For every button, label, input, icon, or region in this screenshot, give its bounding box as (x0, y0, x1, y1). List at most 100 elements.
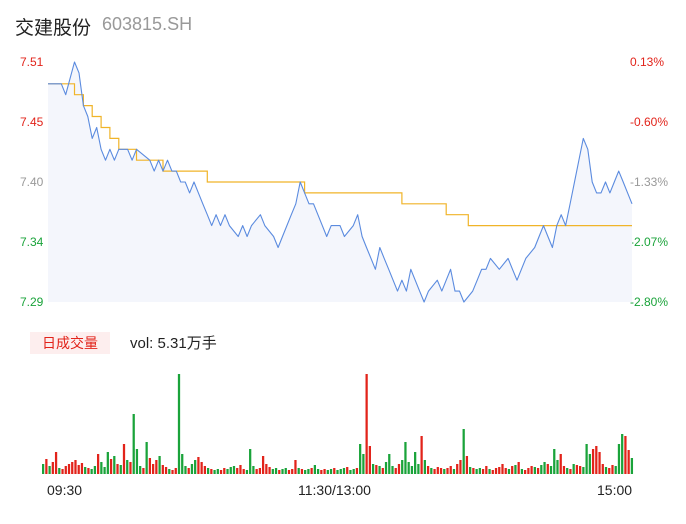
volume-bar (139, 466, 142, 474)
volume-bar (229, 467, 232, 474)
volume-bar (378, 466, 381, 474)
volume-bar (58, 468, 61, 474)
y-tick-left: 7.45 (20, 115, 44, 129)
volume-bar (135, 449, 139, 474)
volume-bar (274, 468, 278, 474)
volume-bar (213, 470, 216, 474)
volume-bar (426, 466, 430, 474)
volume-bar (113, 456, 116, 474)
volume-bar (307, 469, 310, 474)
volume-bar (96, 454, 100, 474)
volume-bar (436, 467, 439, 474)
volume-bar (316, 469, 320, 474)
volume-bar (197, 457, 200, 474)
volume-bar (481, 469, 485, 474)
volume-bar (452, 469, 456, 474)
volume-bar (45, 459, 48, 474)
volume-bar (236, 468, 239, 474)
volume-bar (300, 469, 304, 474)
volume-bar (472, 468, 475, 474)
volume-bar (553, 449, 556, 474)
volume-bar (74, 460, 77, 474)
volume-bar (611, 465, 614, 474)
volume-bar (155, 460, 158, 474)
volume-bar (362, 454, 365, 474)
volume-bar (161, 465, 164, 474)
volume-bar (507, 469, 511, 474)
volume-bar (326, 470, 329, 474)
volume-bar (621, 434, 624, 474)
volume-bar (579, 466, 582, 474)
volume-bar (410, 466, 414, 474)
volume-bar (297, 468, 300, 474)
volume-value: vol: 5.31万手 (130, 335, 217, 352)
volume-bar (203, 466, 207, 474)
volume-bar (417, 464, 420, 474)
volume-bar (540, 465, 543, 474)
volume-bar (258, 468, 261, 474)
volume-bar (109, 459, 113, 474)
volume-bar (194, 460, 197, 474)
volume-bar (368, 446, 371, 474)
volume-bar (61, 469, 64, 474)
volume-bar (601, 464, 604, 474)
volume-bar (630, 458, 634, 474)
y-tick-right: -2.07% (630, 235, 669, 249)
volume-bar (100, 462, 103, 474)
volume-bar (271, 469, 274, 474)
volume-bar (142, 468, 145, 474)
volume-bar (323, 469, 326, 474)
volume-bar (329, 469, 333, 474)
y-tick-right: -2.80% (630, 295, 669, 309)
volume-bar (456, 464, 459, 474)
stock-name: 交建股份 (15, 18, 92, 39)
volume-bar (491, 470, 494, 474)
volume-bar (242, 469, 245, 474)
volume-bar (320, 470, 323, 474)
volume-bar (304, 470, 307, 474)
volume-bar (346, 467, 349, 474)
volume-bar (462, 429, 465, 474)
volume-bar (556, 460, 559, 474)
volume-bar (245, 470, 249, 474)
volume-bar (48, 466, 51, 474)
price-line (48, 61, 633, 303)
x-tick-label: 15:00 (597, 482, 633, 498)
volume-bar (219, 470, 223, 474)
volume-bar (252, 466, 255, 474)
volume-bar (494, 468, 498, 474)
volume-bar (381, 468, 384, 474)
volume-bar (342, 468, 346, 474)
volume-bar (336, 470, 339, 474)
volume-bar (239, 465, 242, 474)
volume-bar (401, 460, 404, 474)
volume-bar (543, 462, 546, 474)
volume-bar (485, 466, 488, 474)
volume-bar (77, 465, 80, 474)
volume-bar (524, 470, 527, 474)
volume-bar (190, 464, 194, 474)
volume-bar (349, 470, 352, 474)
volume-bar (404, 442, 407, 474)
volume-bar (391, 466, 394, 474)
volume-bar (116, 464, 119, 474)
volume-bar (132, 414, 135, 474)
volume-bar (359, 444, 362, 474)
volume-bar (103, 467, 106, 474)
volume-bar (158, 456, 161, 474)
volume-bar (151, 464, 155, 474)
volume-bar (226, 469, 229, 474)
volume-bar (216, 469, 219, 474)
volume-bar (375, 465, 378, 474)
volume-bar (333, 468, 336, 474)
volume-bar (514, 465, 517, 474)
volume-bar (585, 444, 588, 474)
volume-bar (281, 469, 284, 474)
x-tick-label: 09:30 (47, 482, 83, 498)
volume-bar (268, 467, 271, 474)
volume-bar (164, 467, 168, 474)
volume-bar (54, 452, 58, 474)
volume-bar (129, 462, 132, 474)
volume-bar (64, 466, 67, 474)
